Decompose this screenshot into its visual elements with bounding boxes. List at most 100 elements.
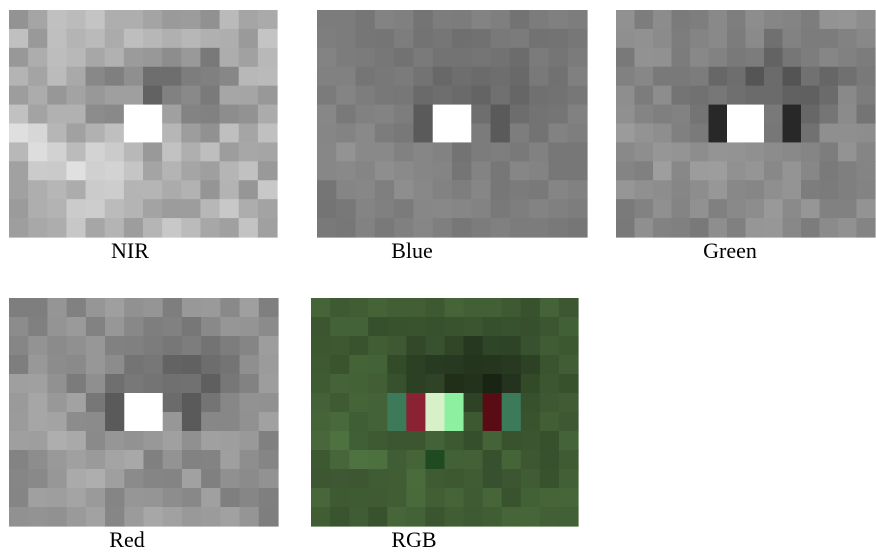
pixel <box>67 336 87 356</box>
pixel <box>764 105 783 125</box>
pixel <box>406 469 426 489</box>
pixel <box>413 199 433 219</box>
pixel <box>653 86 672 106</box>
pixel <box>9 142 29 162</box>
pixel <box>690 29 709 49</box>
pixel <box>635 10 654 30</box>
pixel <box>317 142 337 162</box>
pixel <box>259 298 279 318</box>
pixel <box>239 142 259 162</box>
pixel <box>783 10 802 30</box>
pixel <box>445 355 465 375</box>
pixel <box>616 161 635 181</box>
pixel <box>783 142 802 162</box>
pixel <box>568 10 588 30</box>
pixel <box>201 488 221 508</box>
pixel <box>220 450 240 470</box>
pixel <box>413 180 433 200</box>
pixel <box>635 105 654 125</box>
pixel <box>9 298 29 318</box>
pixel <box>387 450 407 470</box>
pixel <box>406 298 426 318</box>
pixel <box>163 298 183 318</box>
pixel <box>240 393 260 413</box>
pixel <box>510 180 530 200</box>
pixel <box>406 374 426 394</box>
pixel <box>47 431 67 451</box>
pixel <box>182 488 202 508</box>
pixel <box>67 374 87 394</box>
pixel <box>801 105 820 125</box>
pixel <box>425 298 445 318</box>
pixel <box>727 199 746 219</box>
pixel <box>820 67 839 87</box>
pixel <box>727 180 746 200</box>
pixel <box>9 67 29 87</box>
pixel <box>529 67 549 87</box>
pixel <box>200 124 220 144</box>
pixel <box>124 450 144 470</box>
pixel <box>445 450 465 470</box>
pixel <box>783 124 802 144</box>
pixel <box>258 10 278 30</box>
pixel <box>540 298 560 318</box>
pixel <box>653 142 672 162</box>
pixel <box>86 218 106 238</box>
pixel <box>783 161 802 181</box>
pixel <box>483 355 503 375</box>
pixel <box>47 393 67 413</box>
pixel <box>336 105 356 125</box>
pixel <box>801 161 820 181</box>
pixel <box>220 10 240 30</box>
pixel <box>548 124 568 144</box>
pixel <box>820 142 839 162</box>
pixel <box>387 317 407 337</box>
pixel <box>368 469 388 489</box>
pixel <box>124 29 144 49</box>
pixel <box>9 412 29 432</box>
pixel <box>445 393 465 413</box>
pixel <box>28 355 48 375</box>
pixel <box>483 450 503 470</box>
pixel <box>635 29 654 49</box>
page: {"panels": [{"caption": "NIR"}, {"captio… <box>0 0 876 554</box>
pixel <box>690 67 709 87</box>
pixel <box>240 450 260 470</box>
pixel <box>144 298 164 318</box>
pixel <box>406 507 426 527</box>
pixel <box>464 450 484 470</box>
pixel <box>548 142 568 162</box>
pixel <box>47 469 67 489</box>
pixel <box>464 412 484 432</box>
pixel <box>162 10 182 30</box>
pixel <box>394 180 414 200</box>
pixel <box>220 86 240 106</box>
pixel <box>375 86 395 106</box>
pixel <box>452 161 472 181</box>
pixel <box>220 142 240 162</box>
pixel <box>349 298 369 318</box>
pixel <box>635 124 654 144</box>
pixel <box>783 29 802 49</box>
pixel <box>143 218 163 238</box>
pixel <box>28 450 48 470</box>
pixel <box>375 10 395 30</box>
pixel <box>220 412 240 432</box>
pixel <box>240 336 260 356</box>
pixel <box>28 180 48 200</box>
pixel <box>349 336 369 356</box>
pixel <box>47 142 67 162</box>
pixel <box>559 298 579 318</box>
pixel <box>746 105 765 125</box>
pixel <box>124 10 144 30</box>
pixel <box>28 507 48 527</box>
pixel <box>86 488 106 508</box>
pixel <box>529 218 549 238</box>
pixel <box>510 10 530 30</box>
pixel <box>653 180 672 200</box>
pixel <box>124 67 144 87</box>
pixel <box>240 412 260 432</box>
pixel <box>9 393 29 413</box>
pixel <box>9 124 29 144</box>
pixel <box>239 124 259 144</box>
